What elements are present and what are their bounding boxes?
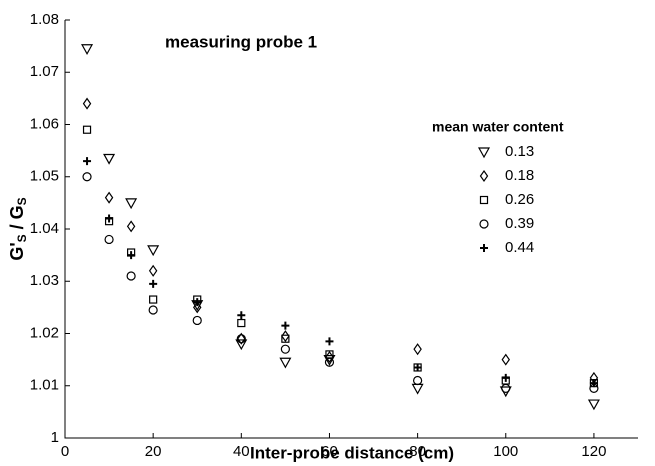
marker-diamond [126, 220, 136, 233]
marker-triangle [323, 355, 336, 366]
marker-circle [82, 172, 92, 182]
y-tick-label: 1.04 [30, 220, 59, 237]
y-tick-label: 1 [51, 429, 59, 446]
axes [64, 20, 638, 439]
marker-plus [325, 337, 334, 346]
x-tick-label: 100 [493, 443, 518, 460]
legend-label: 0.13 [505, 143, 534, 160]
marker-square [149, 295, 158, 304]
marker-triangle [477, 147, 491, 159]
marker-triangle [279, 357, 292, 369]
marker-circle [148, 305, 158, 315]
marker-circle [324, 357, 335, 367]
marker-plus [480, 244, 488, 252]
marker-circle [236, 334, 246, 344]
y-label-sub: S [15, 234, 29, 242]
marker-diamond [479, 169, 489, 183]
y-tick-label: 1.07 [30, 63, 59, 80]
marker-diamond [192, 301, 202, 314]
marker-plus [105, 214, 114, 223]
y-tick-label: 1.02 [30, 324, 59, 341]
marker-plus [281, 321, 290, 330]
y-label-sub: S [15, 197, 29, 205]
marker-diamond [104, 191, 114, 204]
marker-diamond [148, 264, 158, 277]
marker-square [479, 195, 489, 205]
legend-title: mean water content [432, 119, 564, 135]
marker-plus [413, 363, 422, 372]
x-tick-label: 60 [321, 443, 338, 460]
marker-diamond [281, 330, 290, 343]
marker-plus [237, 311, 246, 320]
legend-label: 0.18 [505, 167, 534, 184]
x-axis-label: Inter-probe distance (cm) [250, 443, 454, 462]
legend-label: 0.44 [505, 239, 534, 256]
marker-plus [149, 279, 158, 288]
marker-diamond [325, 350, 334, 364]
y-label-part: / G [7, 205, 27, 234]
marker-circle [192, 315, 202, 326]
y-tick-label: 1.03 [30, 272, 59, 289]
marker-circle [104, 234, 114, 245]
y-tick-label: 1.01 [30, 377, 59, 394]
marker-triangle [103, 153, 116, 165]
marker-plus [83, 157, 92, 166]
y-tick-label: 1.05 [30, 168, 59, 185]
marker-plus [501, 373, 510, 382]
marker-diamond [413, 343, 422, 356]
y-label-part: G' [7, 242, 27, 260]
marker-plus [193, 298, 202, 307]
marker-plus [127, 251, 136, 260]
y-tick-label: 1.06 [30, 115, 59, 132]
marker-diamond [237, 332, 246, 345]
marker-square [237, 318, 246, 328]
marker-plus [589, 379, 598, 388]
marker-triangle [411, 383, 424, 395]
marker-square [281, 334, 290, 343]
marker-circle [501, 383, 511, 393]
annotation: measuring probe 1 [165, 32, 317, 51]
marker-triangle [147, 245, 160, 257]
y-tick-label: 1.08 [30, 11, 59, 28]
legend-label: 0.26 [505, 191, 534, 208]
marker-circle [126, 271, 136, 281]
x-tick-label: 20 [145, 443, 162, 460]
x-tick-label: 40 [233, 443, 250, 460]
marker-triangle [81, 44, 94, 55]
marker-circle [413, 375, 423, 386]
marker-triangle [125, 198, 138, 210]
marker-diamond [82, 97, 92, 110]
x-tick-label: 0 [61, 443, 69, 460]
x-tick-label: 80 [409, 443, 426, 460]
marker-diamond [501, 353, 511, 366]
x-tick-label: 120 [581, 443, 606, 460]
marker-square [82, 125, 92, 134]
marker-triangle [587, 399, 600, 411]
legend-label: 0.39 [505, 215, 534, 232]
y-axis-label: G'S / GS [7, 197, 29, 260]
marker-circle [280, 344, 290, 354]
marker-triangle [235, 339, 248, 351]
marker-circle [479, 219, 489, 229]
